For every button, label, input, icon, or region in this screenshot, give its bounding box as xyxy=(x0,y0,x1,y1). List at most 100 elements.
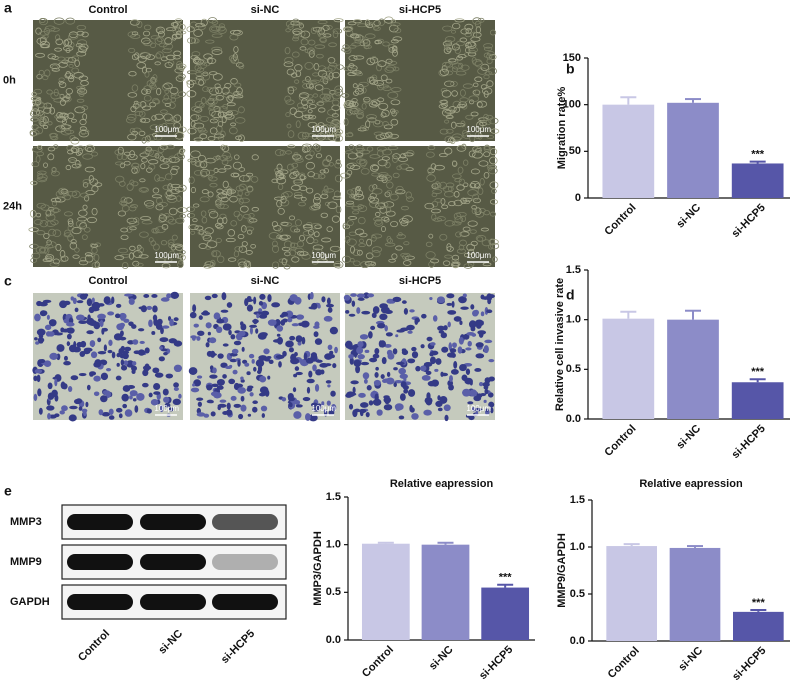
cell xyxy=(286,68,295,76)
cell xyxy=(266,355,272,359)
cell xyxy=(193,170,203,176)
cell xyxy=(203,413,210,418)
cell xyxy=(314,84,324,91)
cell xyxy=(217,192,227,199)
blot-band xyxy=(67,554,133,570)
cell xyxy=(208,87,219,96)
cell xyxy=(346,169,353,176)
cell xyxy=(192,218,198,223)
cell xyxy=(275,354,285,360)
cell xyxy=(462,129,468,137)
cell xyxy=(385,78,393,84)
cell xyxy=(469,380,473,386)
cell xyxy=(411,346,417,352)
cell xyxy=(353,55,365,60)
cell xyxy=(38,69,45,76)
cell xyxy=(442,61,451,68)
cell xyxy=(431,213,437,221)
cell xyxy=(439,233,448,241)
cell xyxy=(192,203,200,208)
cell xyxy=(307,229,315,236)
cell xyxy=(108,339,113,346)
cell xyxy=(462,83,474,89)
cell xyxy=(259,332,268,337)
cell xyxy=(54,47,62,52)
cell xyxy=(401,300,407,304)
cell xyxy=(468,150,476,158)
cell xyxy=(237,258,248,266)
cell xyxy=(230,29,241,35)
cell xyxy=(415,365,421,372)
cell xyxy=(335,159,342,165)
cell xyxy=(47,153,55,161)
cell xyxy=(143,200,155,207)
cell xyxy=(321,87,331,96)
cell xyxy=(40,117,46,125)
cell xyxy=(267,375,271,380)
cell xyxy=(115,161,124,166)
cell xyxy=(342,222,348,230)
cell xyxy=(446,243,452,251)
cell xyxy=(484,71,493,76)
cell xyxy=(228,364,233,368)
cell xyxy=(134,52,140,59)
cell xyxy=(153,318,158,326)
cell xyxy=(314,44,326,49)
cell xyxy=(213,392,222,399)
cell xyxy=(222,91,234,98)
cell xyxy=(49,132,58,138)
cell xyxy=(78,90,85,97)
cell xyxy=(397,156,409,162)
cell xyxy=(35,101,45,109)
cell xyxy=(373,216,383,222)
cell xyxy=(486,80,494,88)
cell xyxy=(450,29,457,34)
cell xyxy=(488,358,495,363)
cell xyxy=(438,153,448,158)
cell xyxy=(348,162,357,167)
cell xyxy=(427,145,436,151)
cell xyxy=(277,183,284,190)
cell xyxy=(375,366,379,371)
cell xyxy=(328,72,334,80)
cell xyxy=(237,106,245,114)
cell xyxy=(172,21,178,29)
cell xyxy=(297,106,307,112)
cell xyxy=(146,134,158,141)
cell xyxy=(164,402,171,408)
cell xyxy=(66,333,72,340)
cell xyxy=(287,144,296,149)
image-background xyxy=(33,146,183,267)
cell xyxy=(138,130,146,136)
cell xyxy=(216,385,224,390)
lane-label: si-NC xyxy=(156,628,185,657)
cell xyxy=(177,73,186,80)
cell xyxy=(349,258,355,263)
cell xyxy=(292,51,300,58)
cell xyxy=(343,46,352,55)
cell xyxy=(312,72,320,77)
cell xyxy=(44,247,50,255)
cell xyxy=(372,120,384,128)
cell xyxy=(360,168,370,175)
cell xyxy=(471,57,477,64)
cell xyxy=(261,413,265,418)
y-tick-label: 1.5 xyxy=(566,264,581,276)
cell xyxy=(234,245,244,252)
cell xyxy=(246,387,253,392)
microscopy-image: 100μm xyxy=(188,291,340,422)
cell xyxy=(376,63,383,72)
cell xyxy=(303,352,308,361)
cell xyxy=(455,231,462,238)
cell xyxy=(322,67,333,73)
cell xyxy=(292,170,300,176)
cell xyxy=(205,169,216,176)
cell xyxy=(457,166,464,174)
cell xyxy=(319,78,329,83)
bar xyxy=(731,163,784,198)
cell xyxy=(467,220,478,227)
cell xyxy=(241,346,245,352)
cell xyxy=(175,217,185,224)
cell xyxy=(126,225,133,233)
cell xyxy=(294,247,304,254)
